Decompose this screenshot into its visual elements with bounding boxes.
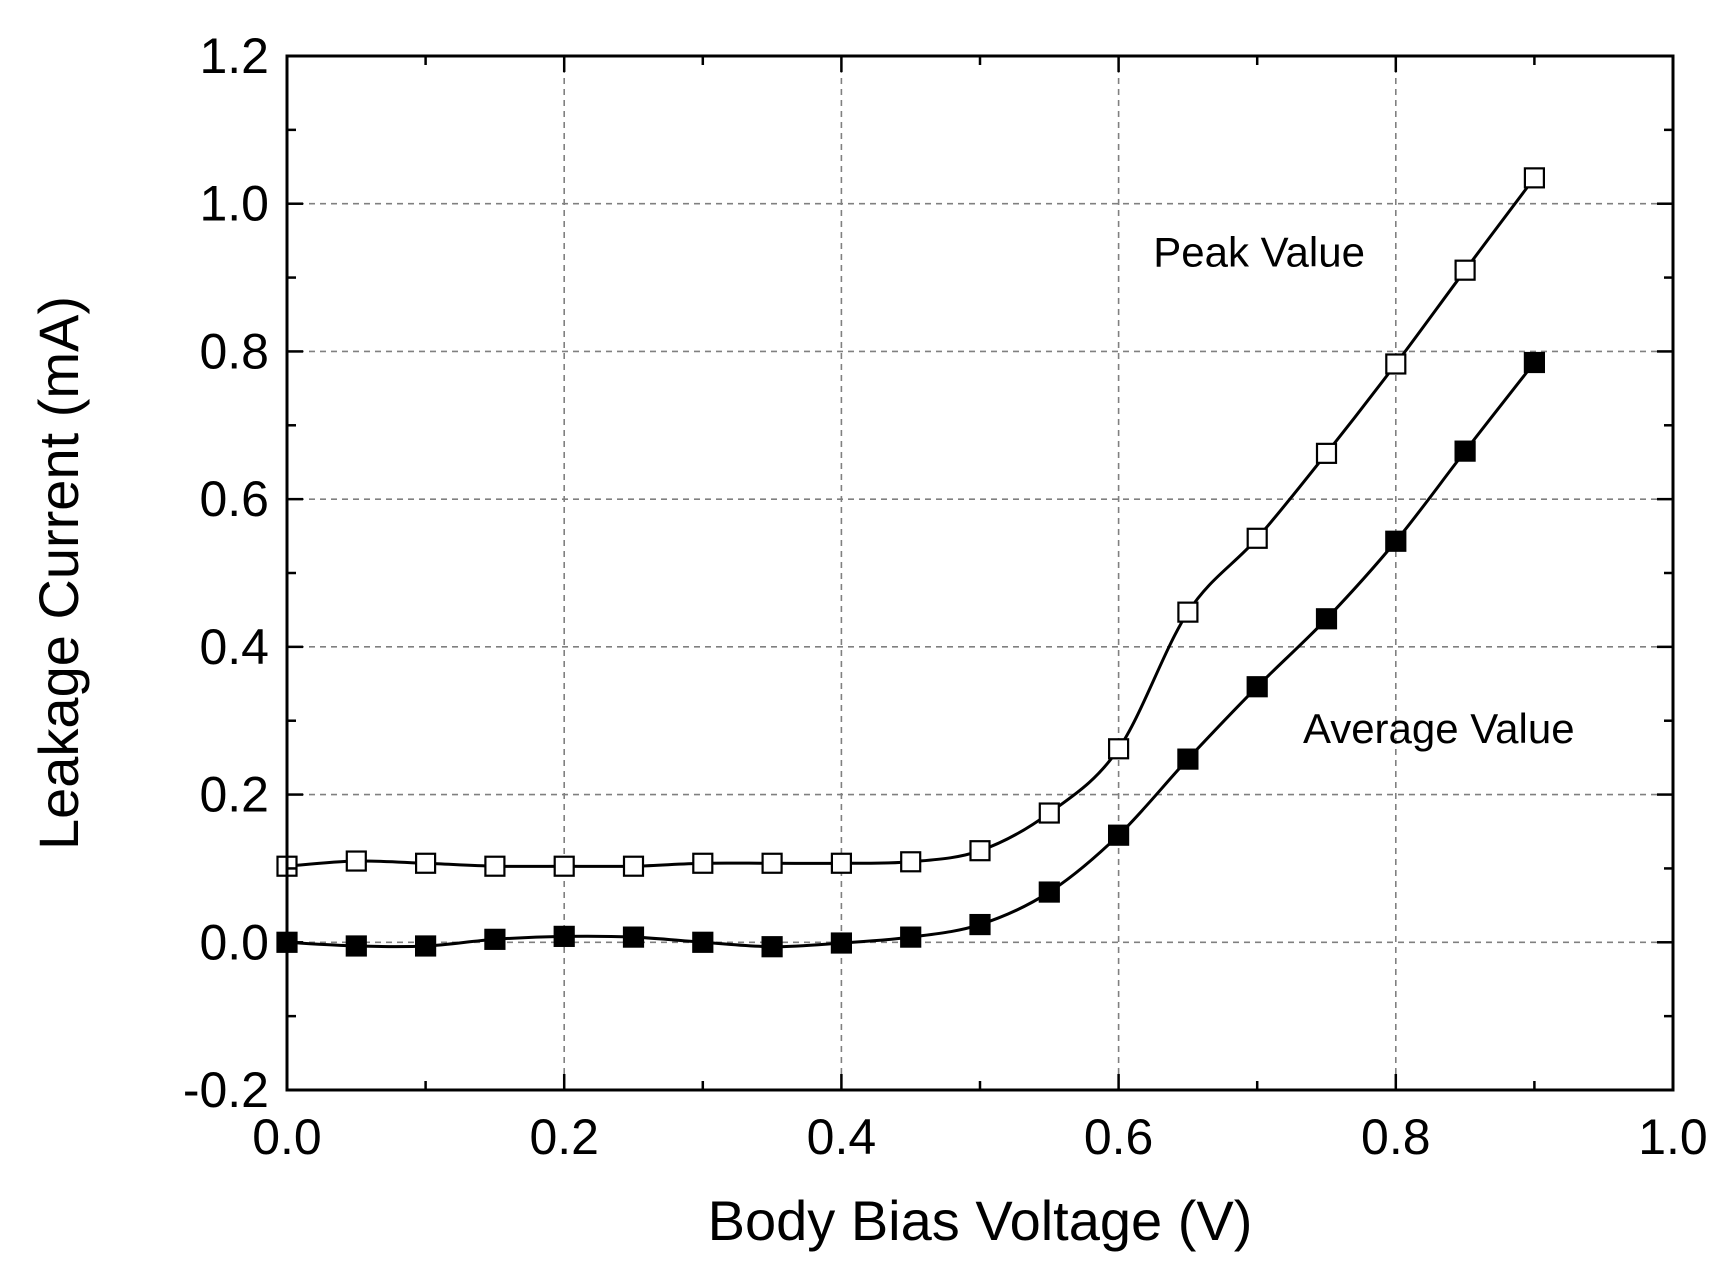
y-tick-label: 1.0 (199, 176, 269, 232)
average-value-point (1454, 440, 1476, 462)
average-value-point (1177, 748, 1199, 770)
peak-value-line (286, 176, 1536, 868)
peak-value-point (1246, 527, 1268, 549)
y-axis-title: Leakage Current (mA) (27, 296, 90, 850)
y-tick-label: -0.2 (183, 1062, 269, 1118)
peak-value-point (345, 850, 367, 872)
y-tick-label: 0.2 (199, 767, 269, 823)
average-value-point (1107, 824, 1130, 846)
peak-value-point (969, 840, 991, 862)
y-tick-label: 0.4 (199, 619, 269, 675)
peak-value-point (692, 852, 714, 874)
average-value-point (830, 932, 853, 954)
average-value-annotation: Average Value (1303, 705, 1575, 752)
y-tick-label: 0.0 (199, 914, 269, 970)
average-value-point (1038, 881, 1060, 903)
tick-labels: 0.0 0.2 0.4 0.6 0.8 1.0-0.20.00.20.40.60.81.0… (183, 28, 1708, 1165)
peak-value-annotation: Peak Value (1153, 228, 1365, 275)
peak-value-point (761, 852, 783, 874)
average-value-point (345, 935, 367, 957)
peak-value-point (1177, 601, 1199, 623)
average-value-point (553, 925, 575, 947)
average-value-point (969, 913, 991, 936)
x-tick-label: 0.0 (252, 1109, 322, 1165)
y-tick-label: 1.2 (199, 28, 269, 84)
peak-value-point (415, 852, 437, 874)
average-value-point (484, 928, 506, 950)
average-value-point (1246, 676, 1268, 698)
peak-value-point (484, 855, 506, 877)
peak-value-point (1523, 167, 1546, 189)
series-layer (276, 167, 1546, 958)
average-value-point (1385, 530, 1407, 552)
x-tick-label: 0.6 (1084, 1109, 1154, 1165)
average-value-point (692, 931, 714, 953)
average-value-point (761, 936, 783, 958)
average-value-series (276, 351, 1546, 958)
grid (287, 56, 1673, 1090)
peak-value-point (1107, 738, 1130, 760)
peak-value-point (1385, 353, 1407, 375)
average-value-point (415, 935, 437, 957)
x-tick-label: 1.0 (1638, 1109, 1708, 1165)
peak-value-point (622, 855, 645, 877)
peak-value-point (553, 855, 575, 877)
x-tick-label: 0.8 (1361, 1109, 1431, 1165)
peak-value-point (900, 851, 922, 873)
peak-value-point (1038, 802, 1060, 824)
peak-value-point (1454, 259, 1476, 281)
x-tick-label: 0.4 (807, 1109, 877, 1165)
y-tick-label: 0.6 (199, 471, 269, 527)
x-tick-label: 0.2 (529, 1109, 599, 1165)
x-axis-title: Body Bias Voltage (V) (708, 1189, 1253, 1252)
y-tick-label: 0.8 (199, 323, 269, 379)
peak-value-point (1315, 442, 1338, 464)
average-value-point (1523, 351, 1546, 374)
average-value-point (900, 926, 922, 948)
average-value-point (1315, 608, 1338, 630)
tick-marks (285, 54, 1675, 1092)
peak-value-point (830, 852, 853, 874)
average-value-point (622, 926, 645, 948)
